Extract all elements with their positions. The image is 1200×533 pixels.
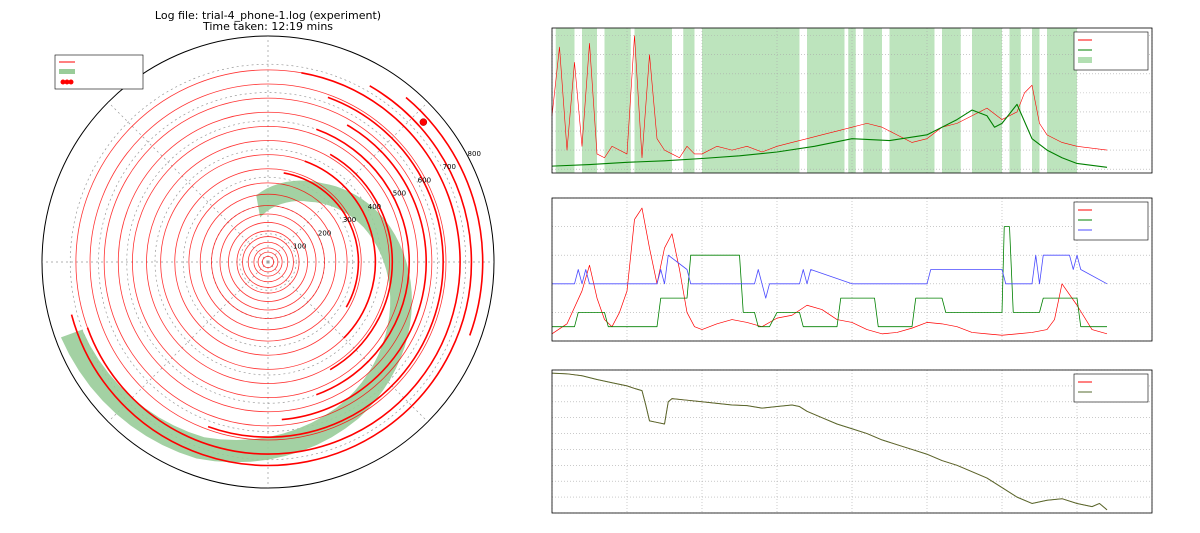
feedback-on-band — [863, 28, 882, 173]
heading-plot — [551, 27, 1153, 174]
feedback-on-band — [1032, 28, 1040, 173]
participant-heading-arc — [86, 72, 461, 455]
polar-radial-label: 800 — [468, 150, 481, 158]
legend-swatch-rendezvous — [60, 79, 66, 85]
legend-frame — [1073, 373, 1149, 403]
series-line-heading-activity — [551, 207, 1108, 336]
participant-heading-arc — [281, 124, 427, 421]
legend-frame — [1073, 201, 1149, 241]
plot-area — [552, 370, 1152, 513]
polar-radial-label: 300 — [343, 216, 356, 224]
feedback-on-band — [634, 28, 672, 173]
legend-swatch — [1078, 57, 1092, 63]
participant-heading-circle — [236, 230, 300, 294]
plot-frame — [551, 27, 1153, 174]
feedback-on-band — [683, 28, 695, 173]
participant-heading-arc — [70, 85, 473, 467]
participant-heading-circle — [211, 205, 325, 319]
participant-heading-circle — [131, 125, 405, 399]
feedback-on-band — [1009, 28, 1021, 173]
figure-title-line2: Time taken: 12:19 mins — [202, 20, 333, 33]
feedback-on-band — [972, 28, 1002, 173]
participant-heading-circle — [253, 247, 283, 277]
feedback-on-band — [942, 28, 961, 173]
participant-heading-circle — [146, 140, 390, 384]
participant-heading-arc — [207, 96, 444, 438]
distance-plot — [551, 369, 1153, 514]
polar-grid-circle — [239, 233, 297, 291]
plot-area — [552, 198, 1152, 341]
legend-swatch-rendezvous — [64, 79, 70, 85]
legend — [1073, 201, 1149, 241]
participant-heading-arc — [304, 160, 377, 339]
rendezvous-marker — [419, 118, 428, 126]
participant-heading-circle — [261, 255, 275, 269]
participant-heading-circle — [103, 97, 433, 427]
polar-legend — [54, 54, 144, 90]
polar-radial-label: 700 — [443, 163, 456, 171]
plot-frame — [551, 197, 1153, 342]
participant-heading-circle — [89, 83, 447, 441]
legend — [1073, 373, 1149, 403]
feedback-on-band — [702, 28, 800, 173]
polar-grid-circle — [98, 92, 438, 432]
legend-swatch-rendezvous — [68, 79, 74, 85]
participant-heading-circle — [199, 193, 337, 331]
legend-swatch-centroid — [59, 69, 75, 74]
participant-heading-arc — [316, 128, 410, 396]
participant-heading-circle — [117, 111, 419, 413]
polar-radial-label: 400 — [368, 203, 381, 211]
participant-heading-circle — [219, 213, 317, 311]
feedback-on-band — [807, 28, 845, 173]
participant-heading-circle — [247, 241, 289, 283]
participant-heading-circle — [174, 168, 362, 356]
legend-frame — [1073, 31, 1149, 71]
feedback-on-band — [582, 28, 597, 173]
polar-radial-label: 200 — [318, 229, 331, 237]
figure-title-line1: Log file: trial-4_phone-1.log (experimen… — [155, 9, 381, 22]
activity-plot — [551, 197, 1153, 342]
polar-radial-label: 100 — [293, 243, 306, 251]
series-line-10-sec-average — [551, 372, 1108, 511]
participant-heading-arc — [329, 153, 394, 371]
feedback-on-band — [555, 28, 575, 173]
series-line-GPS-hdop — [552, 226, 1107, 328]
participant-heading-circle — [257, 251, 279, 273]
participant-heading-arc — [283, 172, 360, 308]
polar-grid-circle — [154, 148, 382, 376]
series-line-centroid-heading — [551, 103, 1108, 168]
feedback-on-band — [889, 28, 935, 173]
plot-frame — [551, 369, 1153, 514]
polar-grid-circle — [182, 176, 354, 348]
participant-heading-circle — [188, 182, 348, 342]
polar-radial-label: 600 — [418, 176, 431, 184]
polar-radial-label: 500 — [393, 190, 406, 198]
feedback-on-band — [1047, 28, 1077, 173]
series-line-participant-heading — [551, 35, 1108, 159]
participant-heading-circle — [228, 222, 308, 302]
participant-heading-circle — [242, 236, 294, 288]
participant-heading-arc — [405, 96, 484, 336]
legend — [1073, 31, 1149, 71]
polar-plot: 100 200 300 400 500 600 700 800 — [41, 35, 495, 489]
series-line-GPS-satellites — [552, 254, 1108, 299]
